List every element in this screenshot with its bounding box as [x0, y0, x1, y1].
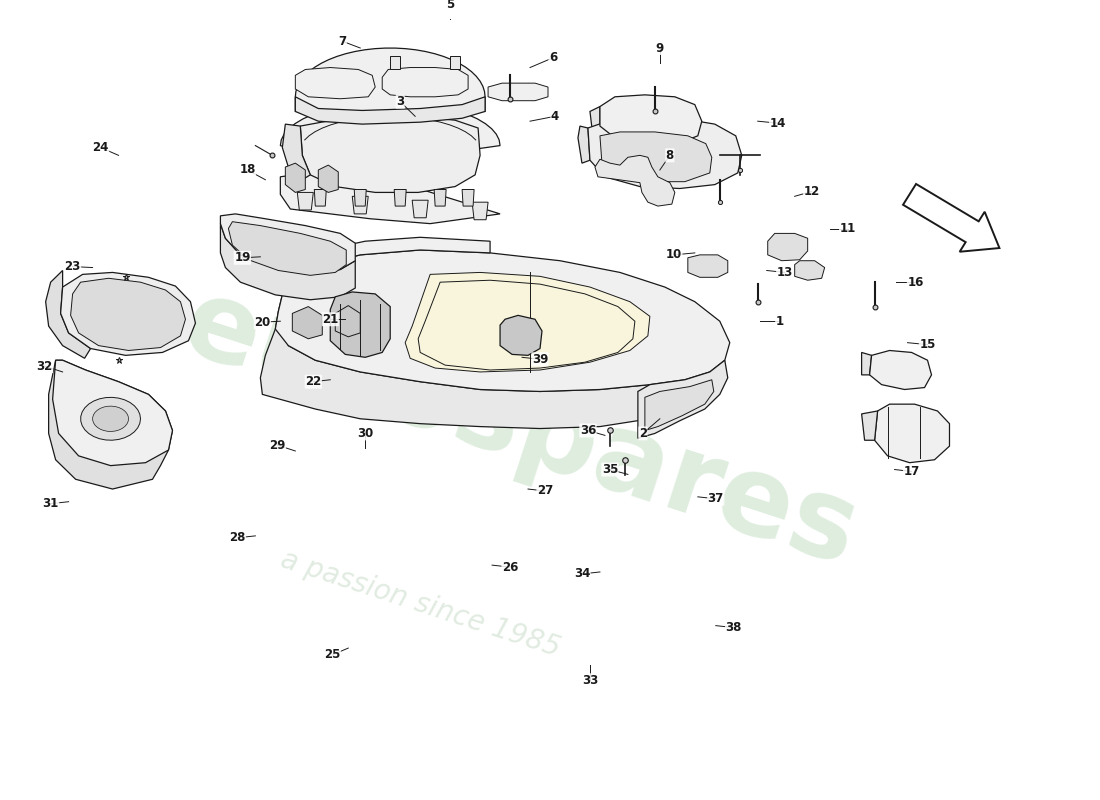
- FancyArrow shape: [903, 184, 1000, 252]
- Polygon shape: [295, 67, 375, 98]
- Polygon shape: [280, 102, 500, 224]
- Text: 28: 28: [229, 531, 245, 544]
- Polygon shape: [352, 196, 368, 214]
- Text: 5: 5: [446, 0, 454, 10]
- Polygon shape: [220, 224, 355, 300]
- Text: 14: 14: [770, 117, 785, 130]
- Text: 10: 10: [666, 248, 682, 262]
- Text: 20: 20: [254, 316, 271, 329]
- Polygon shape: [80, 398, 141, 440]
- Polygon shape: [600, 132, 712, 182]
- Polygon shape: [434, 190, 447, 206]
- Polygon shape: [275, 250, 729, 391]
- Polygon shape: [874, 404, 949, 462]
- Text: 32: 32: [36, 359, 53, 373]
- Text: 33: 33: [582, 674, 598, 686]
- Polygon shape: [229, 222, 346, 275]
- Polygon shape: [472, 202, 488, 220]
- Polygon shape: [60, 273, 196, 355]
- Polygon shape: [336, 306, 360, 337]
- Text: eurospares: eurospares: [169, 269, 871, 588]
- Text: 1: 1: [776, 314, 784, 328]
- Text: 2: 2: [639, 427, 647, 440]
- Text: 37: 37: [707, 492, 724, 506]
- Text: 8: 8: [666, 149, 674, 162]
- Polygon shape: [462, 190, 474, 206]
- Polygon shape: [283, 124, 310, 180]
- Polygon shape: [53, 360, 173, 466]
- Text: 18: 18: [239, 163, 255, 177]
- Polygon shape: [488, 83, 548, 101]
- Polygon shape: [293, 306, 322, 338]
- Polygon shape: [297, 193, 313, 210]
- Polygon shape: [861, 411, 878, 440]
- Text: 36: 36: [580, 424, 596, 437]
- Text: 3: 3: [396, 95, 405, 108]
- Polygon shape: [354, 190, 366, 206]
- Text: 11: 11: [839, 222, 856, 235]
- Text: 24: 24: [92, 141, 109, 154]
- Polygon shape: [280, 238, 491, 282]
- Polygon shape: [394, 190, 406, 206]
- Polygon shape: [318, 165, 339, 193]
- Text: 26: 26: [502, 561, 518, 574]
- Text: 22: 22: [305, 375, 321, 388]
- Polygon shape: [500, 315, 542, 355]
- Text: 21: 21: [322, 313, 339, 326]
- Polygon shape: [330, 292, 390, 358]
- Polygon shape: [578, 126, 590, 163]
- Polygon shape: [768, 234, 807, 261]
- Polygon shape: [645, 380, 714, 430]
- Text: 39: 39: [531, 353, 548, 366]
- Polygon shape: [390, 56, 400, 70]
- Polygon shape: [382, 67, 469, 97]
- Text: a passion since 1985: a passion since 1985: [277, 546, 563, 662]
- Text: 30: 30: [358, 427, 373, 440]
- Polygon shape: [315, 190, 327, 206]
- Polygon shape: [450, 56, 460, 70]
- Text: 35: 35: [602, 463, 618, 476]
- Polygon shape: [92, 406, 129, 431]
- Polygon shape: [794, 261, 825, 280]
- Polygon shape: [295, 48, 485, 111]
- Text: 7: 7: [338, 34, 346, 48]
- Polygon shape: [870, 350, 932, 390]
- Text: 12: 12: [803, 185, 820, 198]
- Polygon shape: [590, 106, 600, 128]
- Text: 27: 27: [537, 485, 553, 498]
- Polygon shape: [48, 360, 173, 489]
- Polygon shape: [261, 282, 710, 429]
- Polygon shape: [595, 155, 674, 206]
- Text: 4: 4: [551, 110, 559, 123]
- Text: 16: 16: [908, 276, 924, 289]
- Text: 6: 6: [549, 51, 557, 64]
- Polygon shape: [295, 97, 485, 124]
- Text: 9: 9: [656, 42, 664, 54]
- Polygon shape: [45, 270, 90, 358]
- Text: 29: 29: [270, 438, 286, 452]
- Text: 31: 31: [43, 497, 58, 510]
- Polygon shape: [300, 116, 480, 193]
- Polygon shape: [861, 353, 871, 375]
- Text: 17: 17: [903, 465, 920, 478]
- Text: 15: 15: [920, 338, 936, 351]
- Text: 13: 13: [777, 266, 793, 279]
- Polygon shape: [285, 163, 306, 193]
- Polygon shape: [638, 360, 728, 438]
- Polygon shape: [70, 278, 186, 350]
- Text: 38: 38: [726, 621, 742, 634]
- Polygon shape: [588, 118, 741, 189]
- Polygon shape: [412, 200, 428, 218]
- Polygon shape: [688, 255, 728, 278]
- Polygon shape: [405, 273, 650, 372]
- Text: 34: 34: [574, 567, 590, 581]
- Text: 23: 23: [65, 260, 80, 273]
- Polygon shape: [600, 95, 702, 144]
- Polygon shape: [220, 214, 355, 273]
- Text: 19: 19: [234, 251, 251, 264]
- Text: 25: 25: [324, 649, 341, 662]
